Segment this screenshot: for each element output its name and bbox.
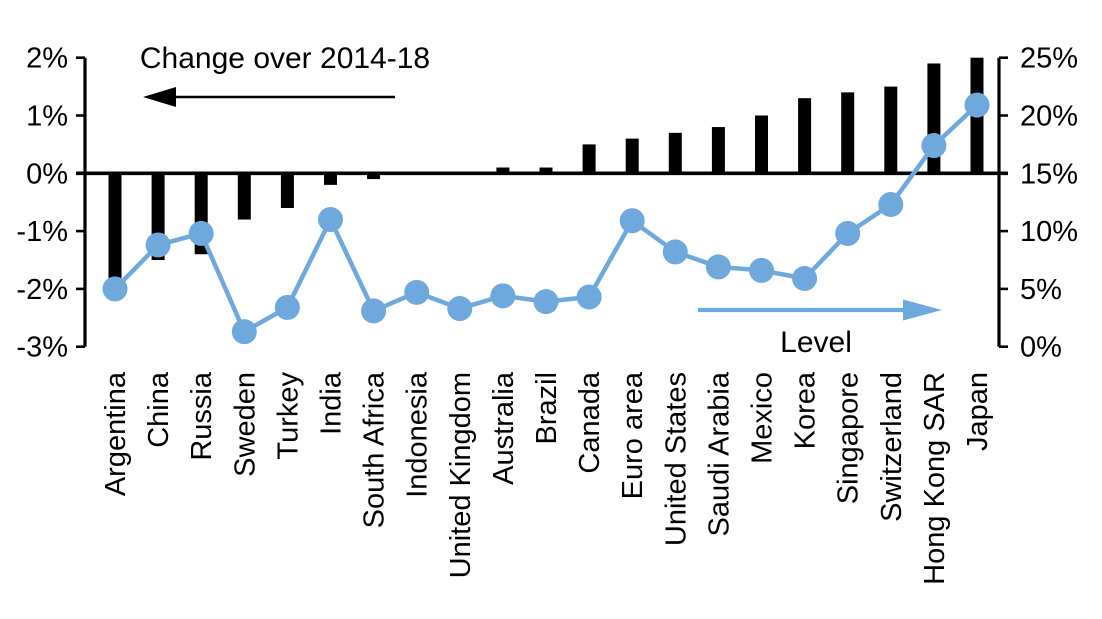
x-label-saudi-arabia: Saudi Arabia xyxy=(703,371,735,536)
marker-united-kingdom xyxy=(447,296,473,322)
x-label-switzerland: Switzerland xyxy=(876,372,908,522)
x-label-singapore: Singapore xyxy=(833,372,865,504)
marker-russia xyxy=(188,220,214,246)
x-label-south-africa: South Africa xyxy=(359,371,391,528)
bar-australia xyxy=(496,167,510,174)
level-series-label: Level xyxy=(780,326,852,359)
x-label-korea: Korea xyxy=(790,371,822,449)
right-axis-tick-label: 10% xyxy=(1020,216,1078,248)
x-label-hong-kong-sar: Hong Kong SAR xyxy=(919,372,951,585)
bar-brazil xyxy=(539,167,553,174)
change-series-label: Change over 2014-18 xyxy=(140,42,430,75)
marker-switzerland xyxy=(878,192,904,218)
marker-brazil xyxy=(533,289,559,315)
left-axis-tick-label: 1% xyxy=(26,101,68,133)
bar-singapore xyxy=(841,92,855,174)
right-axis-tick-label: 5% xyxy=(1020,274,1062,306)
left-axis-tick-label: -3% xyxy=(16,332,68,364)
x-label-united-kingdom: United Kingdom xyxy=(445,372,477,578)
x-label-euro-area: Euro area xyxy=(617,371,649,499)
marker-indonesia xyxy=(404,279,430,305)
left-axis-tick-label: 0% xyxy=(26,158,68,190)
marker-japan xyxy=(964,92,990,118)
x-label-australia: Australia xyxy=(488,371,520,485)
bar-euro-area xyxy=(625,138,639,174)
marker-argentina xyxy=(102,276,128,302)
bar-canada xyxy=(582,144,596,174)
bar-argentina xyxy=(108,173,122,284)
marker-china xyxy=(145,232,171,258)
x-label-japan: Japan xyxy=(962,372,994,451)
bar-turkey xyxy=(280,173,294,208)
marker-sweden xyxy=(231,319,257,345)
left-axis-tick-label: -2% xyxy=(16,274,68,306)
marker-turkey xyxy=(274,294,300,320)
marker-saudi-arabia xyxy=(705,254,731,280)
bar-switzerland xyxy=(884,86,898,174)
marker-mexico xyxy=(749,257,774,283)
marker-euro-area xyxy=(619,208,645,234)
bar-mexico xyxy=(755,115,768,174)
x-label-canada: Canada xyxy=(574,371,606,473)
x-label-indonesia: Indonesia xyxy=(402,371,434,498)
left-axis-tick-label: -1% xyxy=(16,216,68,248)
x-label-brazil: Brazil xyxy=(531,372,563,445)
level-right-arrow-icon xyxy=(698,299,942,321)
marker-india xyxy=(318,207,343,233)
x-label-argentina: Argentina xyxy=(100,371,132,496)
marker-singapore xyxy=(835,220,861,246)
x-label-russia: Russia xyxy=(186,371,218,461)
bar-south-africa xyxy=(367,173,381,180)
bar-india xyxy=(324,173,337,185)
x-label-india: India xyxy=(316,371,348,435)
right-axis-tick-label: 0% xyxy=(1020,332,1062,364)
change-left-arrow-icon xyxy=(143,87,395,107)
right-axis-tick-label: 15% xyxy=(1020,158,1078,190)
left-axis-tick-label: 2% xyxy=(26,43,68,75)
marker-united-states xyxy=(662,239,688,265)
marker-south-africa xyxy=(361,298,387,324)
x-label-china: China xyxy=(143,371,175,448)
marker-canada xyxy=(576,284,602,310)
x-label-mexico: Mexico xyxy=(747,372,779,464)
bar-korea xyxy=(798,98,812,174)
x-label-turkey: Turkey xyxy=(272,372,304,460)
marker-hong-kong-sar xyxy=(921,133,947,159)
x-label-sweden: Sweden xyxy=(229,372,261,477)
bar-sweden xyxy=(237,173,251,220)
right-axis-tick-label: 20% xyxy=(1020,101,1078,133)
bar-saudi-arabia xyxy=(711,127,725,174)
bar-united-states xyxy=(668,132,682,174)
right-axis-tick-label: 25% xyxy=(1020,43,1078,75)
marker-australia xyxy=(490,283,516,309)
x-label-united-states: United States xyxy=(660,372,692,546)
marker-korea xyxy=(792,265,818,291)
